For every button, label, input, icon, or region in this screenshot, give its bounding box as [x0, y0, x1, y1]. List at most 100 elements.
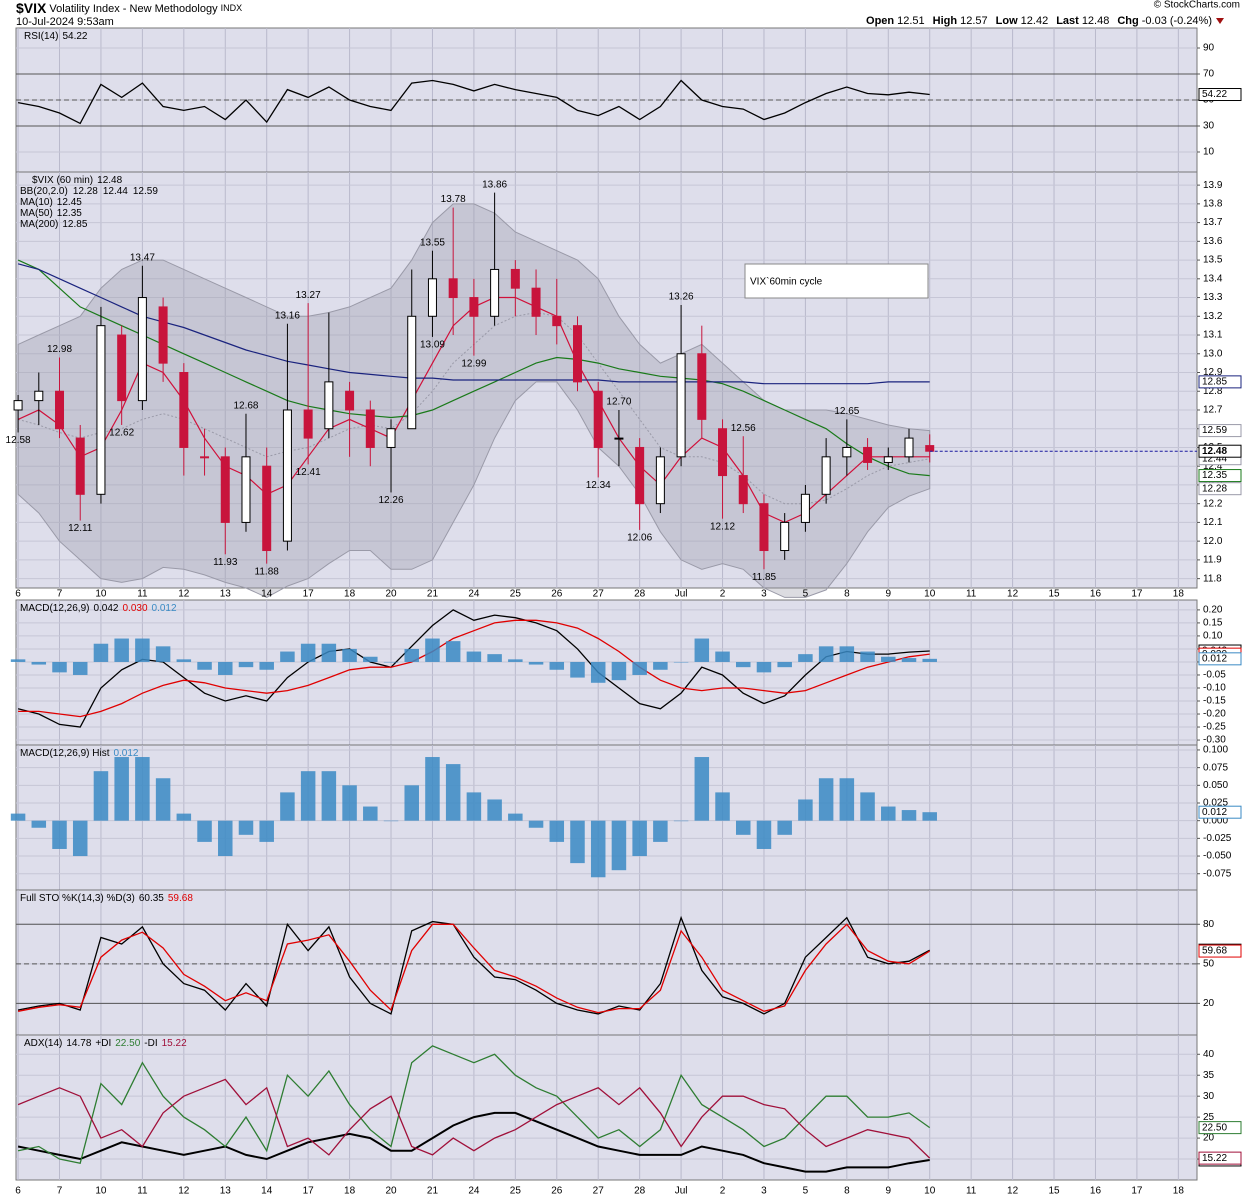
price-annotation: 12.11: [68, 523, 93, 534]
legend-entry: $VIX (60 min) 12.48: [32, 175, 123, 186]
histogram-bar: [881, 806, 896, 821]
legend-value: 12.45: [57, 197, 82, 208]
y-tick-label: 90: [1203, 43, 1215, 54]
value-box-label: 59.68: [1202, 946, 1227, 957]
y-tick-label: 0.20: [1203, 605, 1223, 616]
histogram-bar: [508, 813, 523, 821]
quote-label: Chg: [1117, 15, 1138, 27]
legend-value: 0.042: [93, 603, 118, 614]
x-tick-label: 21: [427, 1186, 439, 1197]
candle-body: [738, 475, 748, 505]
y-tick-label: 70: [1203, 69, 1215, 80]
candle-body: [883, 456, 893, 463]
x-tick-label: 24: [468, 1186, 480, 1197]
candle-body: [427, 278, 437, 317]
quote-value: 12.51: [897, 15, 925, 27]
legend-entry: ADX(14) 14.78 +DI 22.50 -DI 15.22: [24, 1038, 187, 1049]
legend-name: MA(200): [20, 219, 58, 230]
candle-body: [75, 437, 85, 495]
legend-value: 54.22: [62, 31, 87, 42]
value-box-label: 15.22: [1202, 1153, 1227, 1164]
value-box: [1198, 1151, 1242, 1165]
y-tick-label: -0.10: [1203, 683, 1226, 694]
histogram-bar: [93, 771, 109, 821]
candle-body: [759, 503, 769, 552]
histogram-bar: [425, 757, 440, 821]
candle-body: [158, 306, 168, 364]
histogram-bar: [197, 661, 212, 670]
price-annotation: 12.41: [296, 467, 321, 478]
exchange: INDX: [221, 3, 243, 13]
x-tick-label: 26: [551, 589, 563, 600]
indicator-line: [17, 915, 931, 1015]
value-box: [1198, 1121, 1242, 1135]
x-tick-label: 11: [137, 1186, 148, 1197]
candle-body: [904, 437, 914, 458]
price-annotation: 12.12: [710, 521, 735, 532]
x-tick-label: 26: [551, 1186, 563, 1197]
y-tick-label: 11.8: [1203, 573, 1222, 584]
legend-value: 59.68: [168, 893, 193, 904]
x-tick-label: 3: [761, 589, 767, 600]
legend-name: $VIX (60 min): [32, 175, 93, 186]
x-tick-label: 18: [344, 589, 356, 600]
legend-entry: MA(10) 12.45: [20, 197, 82, 208]
histogram-bar: [383, 820, 399, 822]
candle-body: [200, 456, 210, 459]
price-annotation: 13.55: [420, 237, 445, 248]
note-box: [744, 263, 929, 299]
legend-value: 60.35: [139, 893, 164, 904]
histogram-bar: [860, 792, 875, 821]
y-tick-label: -0.050: [1203, 851, 1232, 862]
histogram-bar: [404, 648, 419, 662]
x-tick-label: 7: [57, 589, 63, 600]
histogram-bar: [363, 656, 378, 662]
candle-body: [863, 446, 873, 463]
histogram-bar: [777, 820, 792, 835]
timestamp: 10-Jul-2024 9:53am: [16, 16, 114, 28]
histogram-bar: [922, 812, 937, 821]
histogram-bar: [238, 820, 254, 835]
y-tick-label: 30: [1203, 1091, 1215, 1102]
quote-value: 12.42: [1021, 15, 1049, 27]
value-box: [1198, 944, 1242, 958]
panel-background: [15, 744, 1198, 891]
x-tick-label: 10: [95, 1186, 107, 1197]
y-tick-label: 12.0: [1203, 536, 1223, 547]
x-tick-label: 25: [510, 1186, 522, 1197]
x-tick-label: Jul: [675, 589, 688, 600]
histogram-bar: [528, 820, 544, 828]
y-tick-label: 12.8: [1203, 386, 1223, 397]
change-arrow: [1216, 18, 1224, 24]
value-box: [1198, 424, 1242, 438]
quote-label: Last: [1056, 15, 1079, 27]
y-tick-label: -0.15: [1203, 696, 1226, 707]
x-tick-label: 25: [510, 589, 522, 600]
legend-value: 0.012: [113, 748, 138, 759]
candle-body: [303, 409, 313, 439]
histogram-bar: [508, 659, 523, 662]
histogram-bar: [922, 658, 937, 662]
price-annotation: 12.34: [586, 480, 611, 491]
y-tick-label: 0.15: [1203, 618, 1223, 629]
histogram-bar: [694, 638, 710, 662]
histogram-bar: [31, 661, 47, 665]
histogram-bar: [570, 820, 585, 864]
candle-body: [697, 353, 707, 420]
candle-body: [55, 390, 65, 430]
y-tick-label: -0.05: [1203, 670, 1226, 681]
x-tick-label: 12: [1007, 589, 1019, 600]
legend-name: +DI: [95, 1038, 111, 1049]
histogram-bar: [445, 641, 461, 662]
x-tick-label: 8: [844, 589, 850, 600]
y-tick-label: 0.075: [1203, 762, 1228, 773]
price-annotation: 13.78: [441, 194, 466, 205]
histogram-bar: [487, 654, 502, 662]
histogram-bar: [901, 810, 917, 821]
indicator-line: [17, 923, 931, 1014]
candle-body: [262, 465, 272, 552]
price-annotation: 12.68: [233, 400, 258, 411]
legend-value: 12.85: [62, 219, 87, 230]
x-tick-label: 6: [15, 1186, 21, 1197]
value-box: [1198, 444, 1242, 458]
